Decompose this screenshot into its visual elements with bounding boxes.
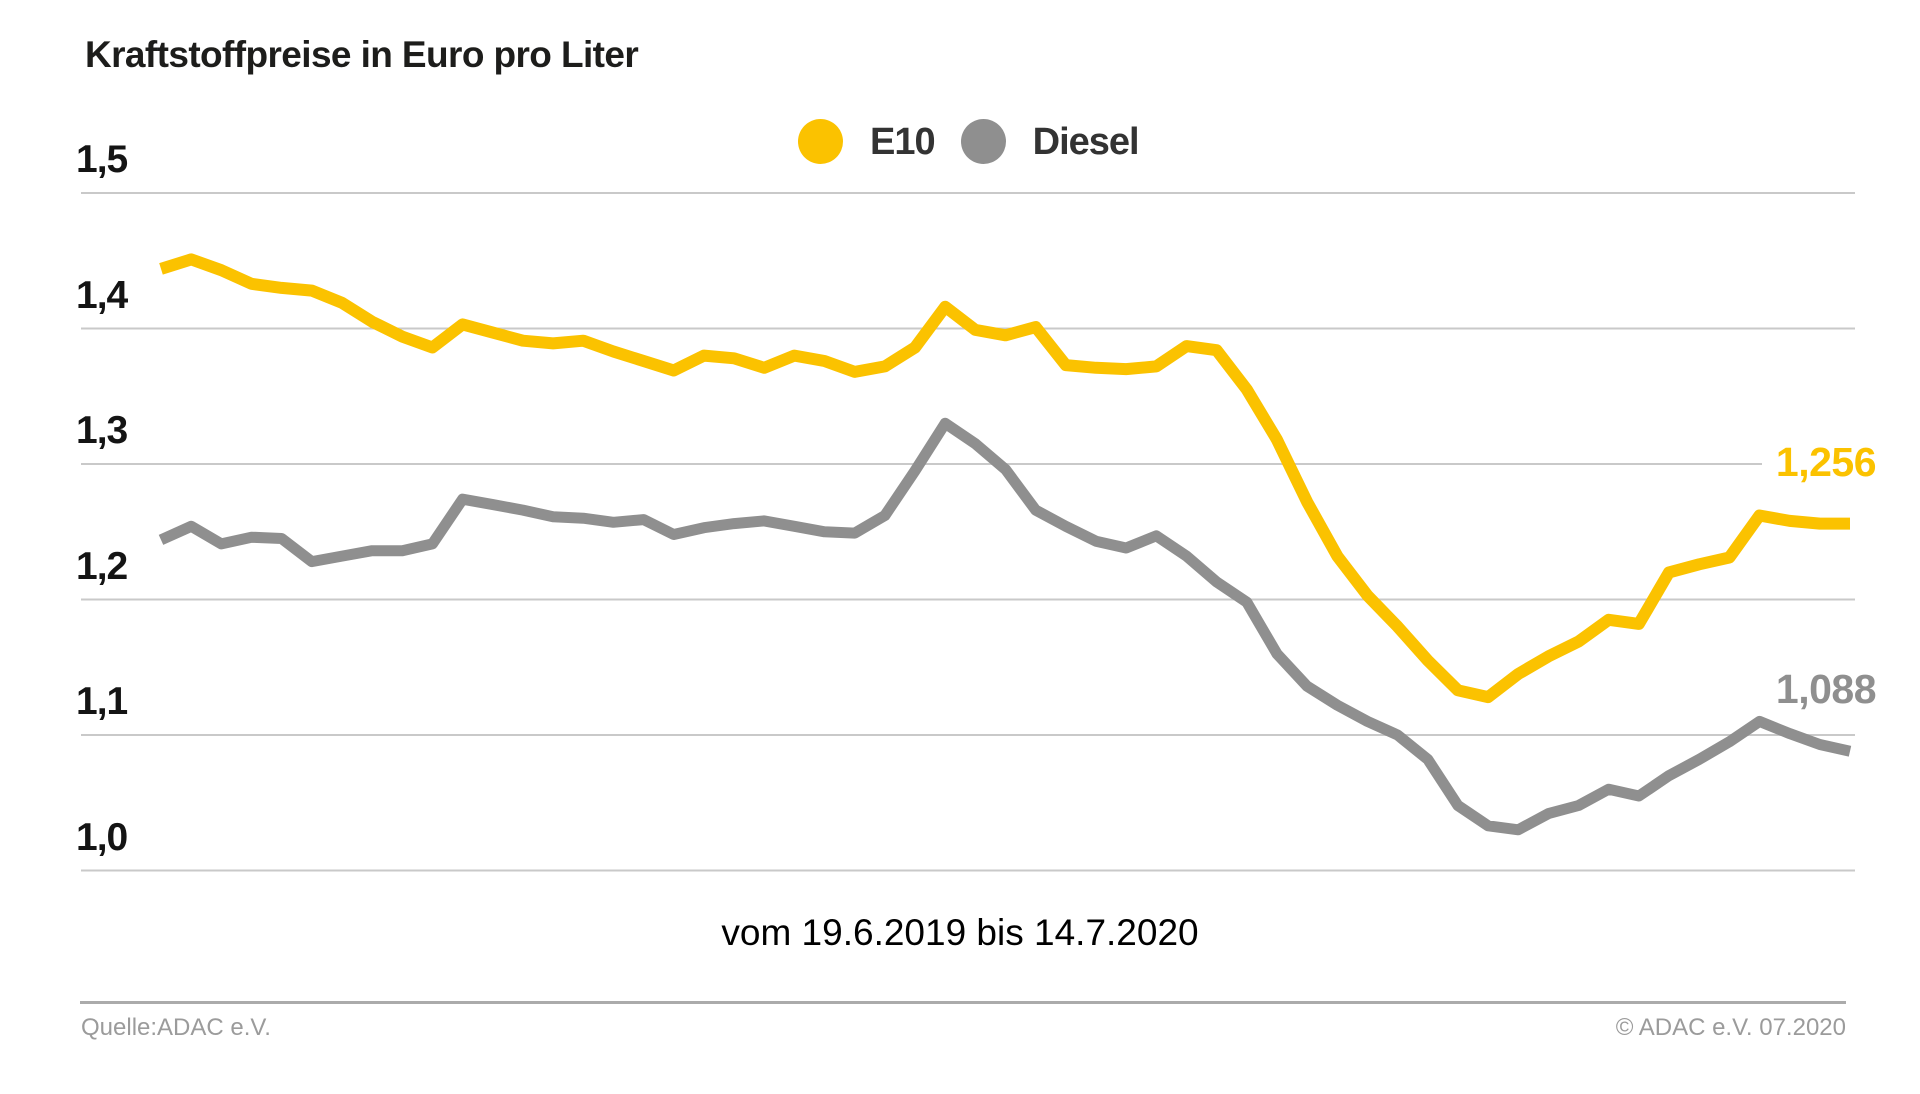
diesel-legend-dot-icon	[960, 119, 1006, 164]
legend-item-diesel: Diesel	[960, 119, 1140, 164]
legend-label-e10: E10	[870, 120, 936, 163]
e10-value-label: 1,256	[1775, 438, 1877, 485]
footer-source: Quelle:ADAC e.V.	[81, 1014, 271, 1041]
diesel-value-label: 1,088	[1775, 666, 1877, 713]
y-axis-tick-label: 1,1	[76, 680, 128, 723]
y-axis-tick-label: 1,3	[76, 409, 128, 452]
footer-divider	[80, 1001, 1846, 1004]
e10-line	[159, 253, 1850, 704]
legend-item-e10: E10	[798, 119, 936, 164]
page-title: Kraftstoffpreise in Euro pro Liter	[85, 34, 639, 75]
y-axis-tick-label: 1,4	[76, 273, 128, 317]
diesel-line	[158, 417, 1852, 836]
y-axis-tick-label: 1,5	[76, 138, 128, 181]
chart-legend: E10 Diesel	[798, 119, 1165, 164]
e10-legend-dot-icon	[798, 119, 843, 164]
footer-copyright: © ADAC e.V. 07.2020	[1615, 1014, 1846, 1041]
y-axis-tick-label: 1,2	[76, 544, 128, 588]
legend-label-diesel: Diesel	[1032, 120, 1140, 163]
y-axis-tick-label: 1,0	[76, 815, 128, 859]
chart-date-range: vom 19.6.2019 bis 14.7.2020	[721, 912, 1199, 953]
